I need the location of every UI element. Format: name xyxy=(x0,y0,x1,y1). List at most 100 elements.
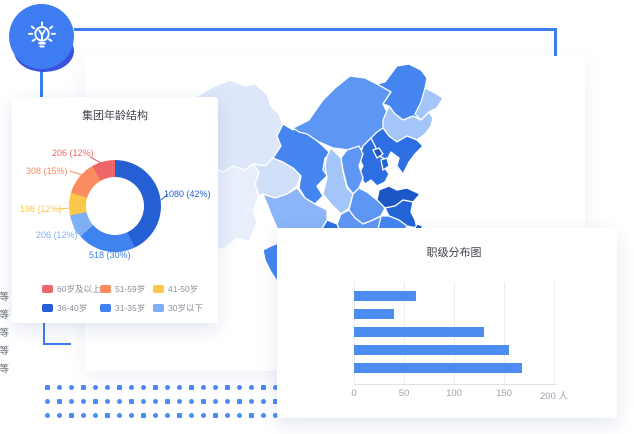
donut-label-under30: 206 (12%) xyxy=(36,230,78,240)
dot xyxy=(105,385,110,390)
dot xyxy=(117,385,122,390)
dot xyxy=(105,399,110,404)
dot xyxy=(177,399,182,404)
legend-swatch xyxy=(42,285,53,293)
age-chart-title: 集团年龄结构 xyxy=(82,110,148,122)
dot xyxy=(81,413,86,418)
age-structure-card: 集团年龄结构 1080 (42%) 518 (30%) 206 (12%) 19… xyxy=(12,97,218,323)
dot xyxy=(189,399,194,404)
legend-item-60plus[interactable]: 60岁及以上 xyxy=(42,283,100,295)
bar-category-2: 第二职等 xyxy=(0,310,9,321)
x-axis-line xyxy=(354,384,557,385)
bar-category-5: 第五职等 xyxy=(0,364,9,375)
bar-category-3: 第三职等 xyxy=(0,328,9,339)
dot xyxy=(45,413,50,418)
dot xyxy=(69,385,74,390)
bar-grade-4 xyxy=(354,345,509,355)
x-axis-unit: 人 xyxy=(558,391,569,402)
legend-swatch xyxy=(42,304,53,312)
dot xyxy=(165,385,170,390)
dot xyxy=(201,413,206,418)
dot xyxy=(141,385,146,390)
bar-grade-5 xyxy=(354,363,522,373)
connector-line-bulb xyxy=(40,64,43,98)
dot xyxy=(261,399,266,404)
dot xyxy=(45,399,50,404)
x-tick-50: 50 xyxy=(398,388,410,399)
legend-item-under30[interactable]: 30岁以下 xyxy=(153,302,203,314)
legend-item-41-50[interactable]: 41-50岁 xyxy=(153,283,202,295)
donut-label-60plus: 206 (12%) xyxy=(52,148,94,158)
dot xyxy=(57,385,62,390)
dot xyxy=(45,385,50,390)
connector-line-top xyxy=(74,28,557,59)
dot xyxy=(129,385,134,390)
dot xyxy=(57,413,62,418)
dot xyxy=(153,399,158,404)
bar-grade-2 xyxy=(354,309,394,319)
dot xyxy=(153,413,158,418)
bulb-button[interactable] xyxy=(9,4,74,69)
dot xyxy=(93,399,98,404)
donut-hole xyxy=(86,177,144,235)
x-tick-0: 0 xyxy=(351,388,357,399)
legend-swatch xyxy=(153,304,164,312)
dot xyxy=(189,413,194,418)
bar-chart-plot: 第一职等 第二职等 第三职等 第四职等 第五职等 0 50 100 1 xyxy=(0,228,617,418)
dot xyxy=(237,385,242,390)
dot xyxy=(177,413,182,418)
legend-item-51-59[interactable]: 51-59岁 xyxy=(100,283,153,295)
dot xyxy=(177,385,182,390)
grade-chart-title: 职级分布图 xyxy=(426,247,482,259)
dot xyxy=(69,413,74,418)
donut-label-51-59: 308 (15%) xyxy=(26,166,68,176)
dot xyxy=(165,413,170,418)
dot xyxy=(81,385,86,390)
dot xyxy=(153,385,158,390)
lightbulb-icon xyxy=(27,20,56,47)
bar-category-1: 第一职等 xyxy=(0,292,9,303)
dot xyxy=(225,385,230,390)
dot xyxy=(213,413,218,418)
dot xyxy=(201,385,206,390)
dot xyxy=(141,399,146,404)
bar-grade-1 xyxy=(354,291,416,301)
bar-grade-3 xyxy=(354,327,484,337)
legend-swatch xyxy=(100,304,111,312)
x-tick-150: 150 xyxy=(496,388,512,399)
gridline xyxy=(554,282,555,384)
x-tick-200: 200 人 xyxy=(539,391,569,402)
legend-swatch xyxy=(153,285,164,293)
donut-label-41-50: 198 (12%) xyxy=(20,204,62,214)
donut-label-36-40: 1080 (42%) xyxy=(164,189,211,199)
dot xyxy=(129,399,134,404)
dot xyxy=(189,385,194,390)
bar-category-4: 第四职等 xyxy=(0,346,9,357)
dot xyxy=(249,399,254,404)
dot xyxy=(225,399,230,404)
grade-distribution-card: 职级分布图 第一职等 第二职等 第三职等 第四职等 xyxy=(0,228,617,418)
dot xyxy=(117,413,122,418)
dot xyxy=(273,385,278,390)
dot xyxy=(249,385,254,390)
dot xyxy=(57,399,62,404)
legend-item-36-40[interactable]: 36-40岁 xyxy=(42,302,100,314)
dot xyxy=(141,413,146,418)
dot xyxy=(201,399,206,404)
legend-item-31-35[interactable]: 31-35岁 xyxy=(100,302,153,314)
dot xyxy=(261,413,266,418)
dot xyxy=(213,385,218,390)
dot xyxy=(69,399,74,404)
dot xyxy=(249,413,254,418)
dot xyxy=(93,385,98,390)
dot xyxy=(81,399,86,404)
dot xyxy=(237,399,242,404)
dot xyxy=(93,413,98,418)
dot xyxy=(273,413,278,418)
dot xyxy=(225,413,230,418)
dot xyxy=(117,399,122,404)
donut-label-31-35: 518 (30%) xyxy=(89,250,131,260)
dot xyxy=(129,413,134,418)
dot xyxy=(165,399,170,404)
gridline xyxy=(504,282,505,384)
